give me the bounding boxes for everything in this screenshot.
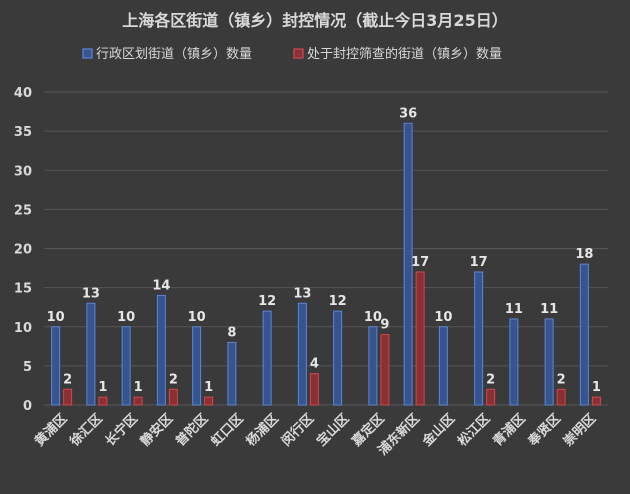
bar-series-2 — [133, 396, 143, 406]
x-tick-label: 普陀区 — [173, 411, 212, 450]
y-tick-label: 15 — [14, 282, 32, 297]
data-label-series-1: 12 — [329, 294, 347, 309]
bar-series-1 — [156, 294, 166, 406]
data-label-series-1: 10 — [117, 310, 135, 325]
data-label-series-1: 10 — [188, 310, 206, 325]
bar-series-2 — [380, 334, 390, 406]
bars — [51, 122, 601, 406]
legend-label-series-1: 行政区划街道（镇乡）数量 — [96, 47, 252, 62]
data-label-series-1: 8 — [227, 325, 236, 340]
x-tick-label: 闵行区 — [278, 411, 317, 450]
bar-series-1 — [121, 326, 131, 406]
y-tick-label: 5 — [23, 360, 32, 375]
data-label-series-2: 17 — [411, 255, 429, 270]
data-label-series-2: 1 — [98, 380, 107, 395]
x-tick-label: 黄浦区 — [32, 411, 71, 450]
data-label-series-2: 2 — [486, 372, 495, 387]
data-label-series-1: 36 — [399, 106, 417, 121]
bar-series-1 — [368, 326, 378, 406]
bar-series-1 — [297, 302, 307, 406]
data-label-series-1: 14 — [152, 278, 170, 293]
bar-series-1 — [544, 318, 554, 406]
x-tick-label: 崇明区 — [560, 411, 599, 450]
data-label-series-1: 11 — [540, 302, 558, 317]
x-tick-label: 静安区 — [137, 411, 176, 450]
bar-series-2 — [415, 271, 425, 406]
gridlines — [44, 91, 608, 406]
bar-series-2 — [556, 388, 566, 406]
data-label-series-1: 11 — [505, 302, 523, 317]
y-tick-label: 20 — [14, 243, 32, 258]
x-tick-label: 青浦区 — [490, 411, 529, 450]
data-label-series-2: 2 — [169, 372, 178, 387]
y-tick-label: 30 — [14, 164, 32, 179]
legend-label-series-2: 处于封控筛查的街道（镇乡）数量 — [307, 46, 502, 62]
data-label-series-1: 13 — [82, 286, 100, 301]
data-label-series-2: 1 — [134, 380, 143, 395]
data-label-series-1: 10 — [364, 310, 382, 325]
x-tick-label: 杨浦区 — [243, 411, 282, 450]
x-tick-label: 奉贤区 — [524, 411, 564, 451]
bar-series-1 — [86, 302, 96, 406]
data-label-series-2: 1 — [592, 380, 601, 395]
bar-series-1 — [579, 263, 589, 406]
bar-series-1 — [192, 326, 202, 406]
x-tick-label: 长宁区 — [102, 411, 141, 450]
bar-series-1 — [333, 310, 343, 406]
bar-series-1 — [509, 318, 519, 406]
y-tick-label: 10 — [14, 321, 32, 336]
bar-series-2 — [486, 388, 496, 406]
bar-series-2 — [204, 396, 214, 406]
bar-series-1 — [262, 310, 272, 406]
data-label-series-1: 10 — [434, 310, 452, 325]
y-tick-label: 35 — [14, 125, 32, 140]
data-label-series-2: 2 — [557, 372, 566, 387]
legend-swatch-series-1 — [82, 48, 93, 59]
bar-series-1 — [403, 122, 413, 406]
y-tick-label: 25 — [14, 203, 32, 218]
data-label-series-1: 18 — [575, 247, 593, 262]
bar-series-2 — [98, 396, 108, 406]
y-axis-ticks: 0 5 10 15 20 25 30 35 40 — [14, 86, 32, 414]
chart-title: 上海各区街道（镇乡）封控情况（截止今日3月25日） — [122, 11, 507, 30]
bar-series-2 — [168, 388, 178, 406]
legend-swatch-series-2 — [293, 48, 304, 59]
data-label-series-1: 10 — [47, 310, 65, 325]
x-tick-label: 虹口区 — [208, 411, 247, 450]
bar-series-1 — [438, 326, 448, 406]
data-label-series-2: 9 — [380, 318, 389, 333]
data-label-series-1: 17 — [470, 255, 488, 270]
bar-series-1 — [51, 326, 61, 406]
y-tick-label: 40 — [14, 86, 32, 101]
x-axis-ticks: 黄浦区徐汇区长宁区静安区普陀区虹口区杨浦区闵行区宝山区嘉定区浦东新区金山区松江区… — [32, 411, 600, 459]
x-tick-label: 金山区 — [419, 411, 459, 451]
data-label-series-1: 12 — [258, 294, 276, 309]
bar-series-2 — [309, 373, 319, 406]
data-label-series-2: 4 — [310, 357, 319, 372]
data-label-series-2: 2 — [63, 372, 72, 387]
x-tick-label: 徐汇区 — [66, 411, 106, 451]
bar-series-2 — [63, 388, 73, 406]
data-label-series-2: 1 — [204, 380, 213, 395]
legend: 行政区划街道（镇乡）数量 处于封控筛查的街道（镇乡）数量 — [82, 46, 502, 62]
bar-series-1 — [474, 271, 484, 406]
x-tick-label: 松江区 — [455, 411, 494, 450]
data-label-series-1: 13 — [293, 286, 311, 301]
y-tick-label: 0 — [23, 399, 32, 414]
bar-series-2 — [591, 396, 601, 406]
x-tick-label: 宝山区 — [314, 411, 353, 450]
bar-series-1 — [227, 341, 237, 406]
